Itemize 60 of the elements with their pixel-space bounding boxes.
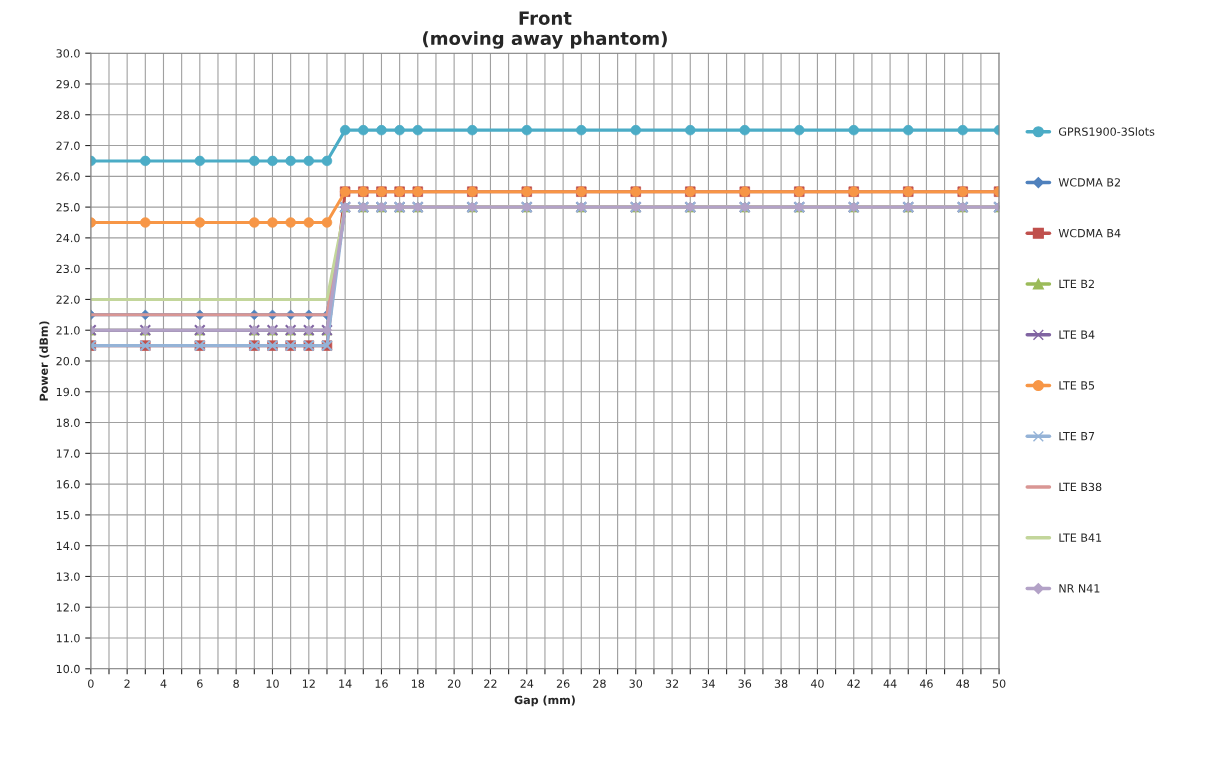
y-tick-label: 20.0 <box>56 356 80 366</box>
legend-label: LTE B38 <box>1059 482 1102 492</box>
y-tick-label: 22.0 <box>56 295 80 304</box>
x-tick-label: 14 <box>339 679 352 688</box>
x-tick-label: 32 <box>665 679 679 688</box>
y-tick-label: 27.0 <box>56 141 80 150</box>
y-tick-label: 25.0 <box>56 203 80 212</box>
x-tick-label: 36 <box>738 679 752 688</box>
y-tick-label: 14.0 <box>56 541 80 551</box>
x-tick-label: 20 <box>447 679 461 688</box>
legend-label: WCDMA B4 <box>1058 228 1121 238</box>
y-tick-label: 24.0 <box>56 233 80 243</box>
legend-label: NR N41 <box>1059 584 1100 593</box>
legend-label: LTE B41 <box>1059 533 1102 542</box>
y-tick-label: 23.0 <box>56 264 80 274</box>
x-tick-label: 28 <box>593 679 606 688</box>
x-tick-label: 50 <box>992 679 1006 688</box>
y-tick-label: 13.0 <box>56 572 80 581</box>
x-tick-label: 0 <box>88 679 94 688</box>
x-tick-label: 42 <box>847 679 860 688</box>
legend-label: LTE B7 <box>1059 432 1095 441</box>
y-axis-title: Power (dBm) <box>39 321 50 401</box>
x-tick-label: 24 <box>520 679 534 688</box>
chart-title: Front (moving away phantom) <box>423 11 667 49</box>
x-tick-label: 6 <box>197 679 203 688</box>
x-tick-label: 2 <box>124 679 130 688</box>
y-tick-label: 28.0 <box>56 110 80 120</box>
x-tick-label: 40 <box>810 679 824 688</box>
x-tick-label: 38 <box>774 679 788 688</box>
y-tick-label: 26.0 <box>56 172 80 181</box>
x-tick-label: 16 <box>375 679 388 688</box>
legend-label: GPRS1900-3Slots <box>1058 127 1155 136</box>
legend-label: LTE B5 <box>1059 381 1095 390</box>
x-axis-title: Gap (mm) <box>514 695 575 707</box>
legend-label: LTE B2 <box>1059 279 1094 288</box>
x-tick-label: 4 <box>160 679 167 688</box>
y-tick-label: 17.0 <box>56 449 80 458</box>
x-tick-label: 12 <box>302 679 315 688</box>
legend-label: WCDMA B2 <box>1058 178 1120 187</box>
y-tick-label: 15.0 <box>56 510 80 520</box>
x-tick-label: 10 <box>266 679 279 688</box>
y-tick-label: 29.0 <box>56 79 80 89</box>
y-tick-label: 16.0 <box>56 480 80 489</box>
x-tick-label: 44 <box>883 679 897 688</box>
y-tick-label: 21.0 <box>56 326 80 335</box>
x-tick-label: 46 <box>919 679 933 688</box>
y-tick-label: 10.0 <box>56 664 80 674</box>
x-tick-label: 30 <box>629 679 643 688</box>
y-tick-label: 19.0 <box>56 387 80 397</box>
x-tick-label: 48 <box>956 679 970 688</box>
y-tick-label: 30.0 <box>56 49 80 58</box>
x-tick-label: 26 <box>556 679 570 688</box>
x-tick-label: 34 <box>702 679 715 688</box>
y-tick-label: 18.0 <box>56 418 80 427</box>
x-tick-label: 8 <box>233 679 239 688</box>
y-tick-label: 12.0 <box>56 603 80 612</box>
x-tick-label: 18 <box>411 679 425 688</box>
y-tick-label: 11.0 <box>56 633 80 643</box>
x-tick-label: 22 <box>484 679 497 688</box>
legend-label: LTE B4 <box>1059 330 1095 339</box>
